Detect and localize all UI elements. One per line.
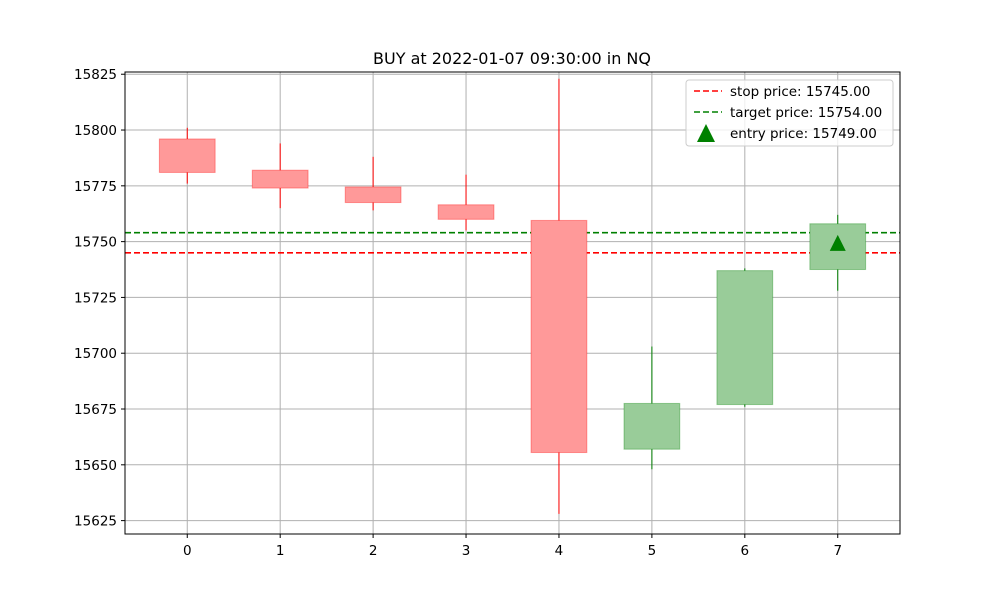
y-tick-label: 15675 — [74, 402, 117, 418]
bearish-candle-body — [437, 204, 495, 220]
y-tick-label: 15625 — [74, 514, 117, 530]
bullish-candle-body — [716, 270, 774, 406]
x-tick-label: 4 — [555, 543, 564, 559]
chart-title: BUY at 2022-01-07 09:30:00 in NQ — [373, 49, 651, 68]
y-tick-label: 15775 — [74, 179, 117, 195]
y-tick-label: 15825 — [74, 67, 117, 83]
legend-target-label: target price: 15754.00 — [730, 105, 882, 121]
legend-entry-triangle-icon — [697, 124, 715, 142]
x-axis-ticks: 0 1 2 3 4 5 6 7 — [183, 534, 842, 559]
y-tick-label: 15650 — [74, 458, 117, 474]
entry-triangle-marker — [829, 234, 846, 251]
legend-stop-label: stop price: 15745.00 — [730, 84, 870, 100]
legend-entry-label: entry price: 15749.00 — [730, 126, 877, 142]
x-tick-label: 7 — [833, 543, 842, 559]
candles — [158, 78, 867, 514]
grid-lines — [125, 72, 900, 534]
axes-frame — [124, 71, 901, 535]
y-tick-label: 15700 — [74, 346, 117, 362]
x-tick-label: 5 — [648, 543, 657, 559]
y-axis-ticks: 15625 15650 15675 15700 15725 15750 15775 15800… — [74, 67, 125, 530]
y-tick-label: 15750 — [74, 235, 117, 251]
bearish-candle-body — [344, 186, 402, 204]
bullish-candle-body — [623, 402, 681, 450]
y-tick-label: 15800 — [74, 123, 117, 139]
bearish-candle-body — [530, 219, 588, 454]
x-tick-label: 1 — [276, 543, 285, 559]
price-level-lines — [125, 231, 900, 254]
bearish-candle-body — [251, 169, 309, 189]
legend: stop price: 15745.00 target price: 15754… — [685, 79, 894, 147]
y-tick-label: 15725 — [74, 290, 117, 306]
x-tick-label: 0 — [183, 543, 192, 559]
x-tick-label: 6 — [741, 543, 750, 559]
x-tick-label: 2 — [369, 543, 378, 559]
bearish-candle-body — [158, 138, 216, 173]
legend-box — [685, 79, 894, 147]
x-tick-label: 3 — [462, 543, 471, 559]
entry-markers — [829, 234, 846, 251]
